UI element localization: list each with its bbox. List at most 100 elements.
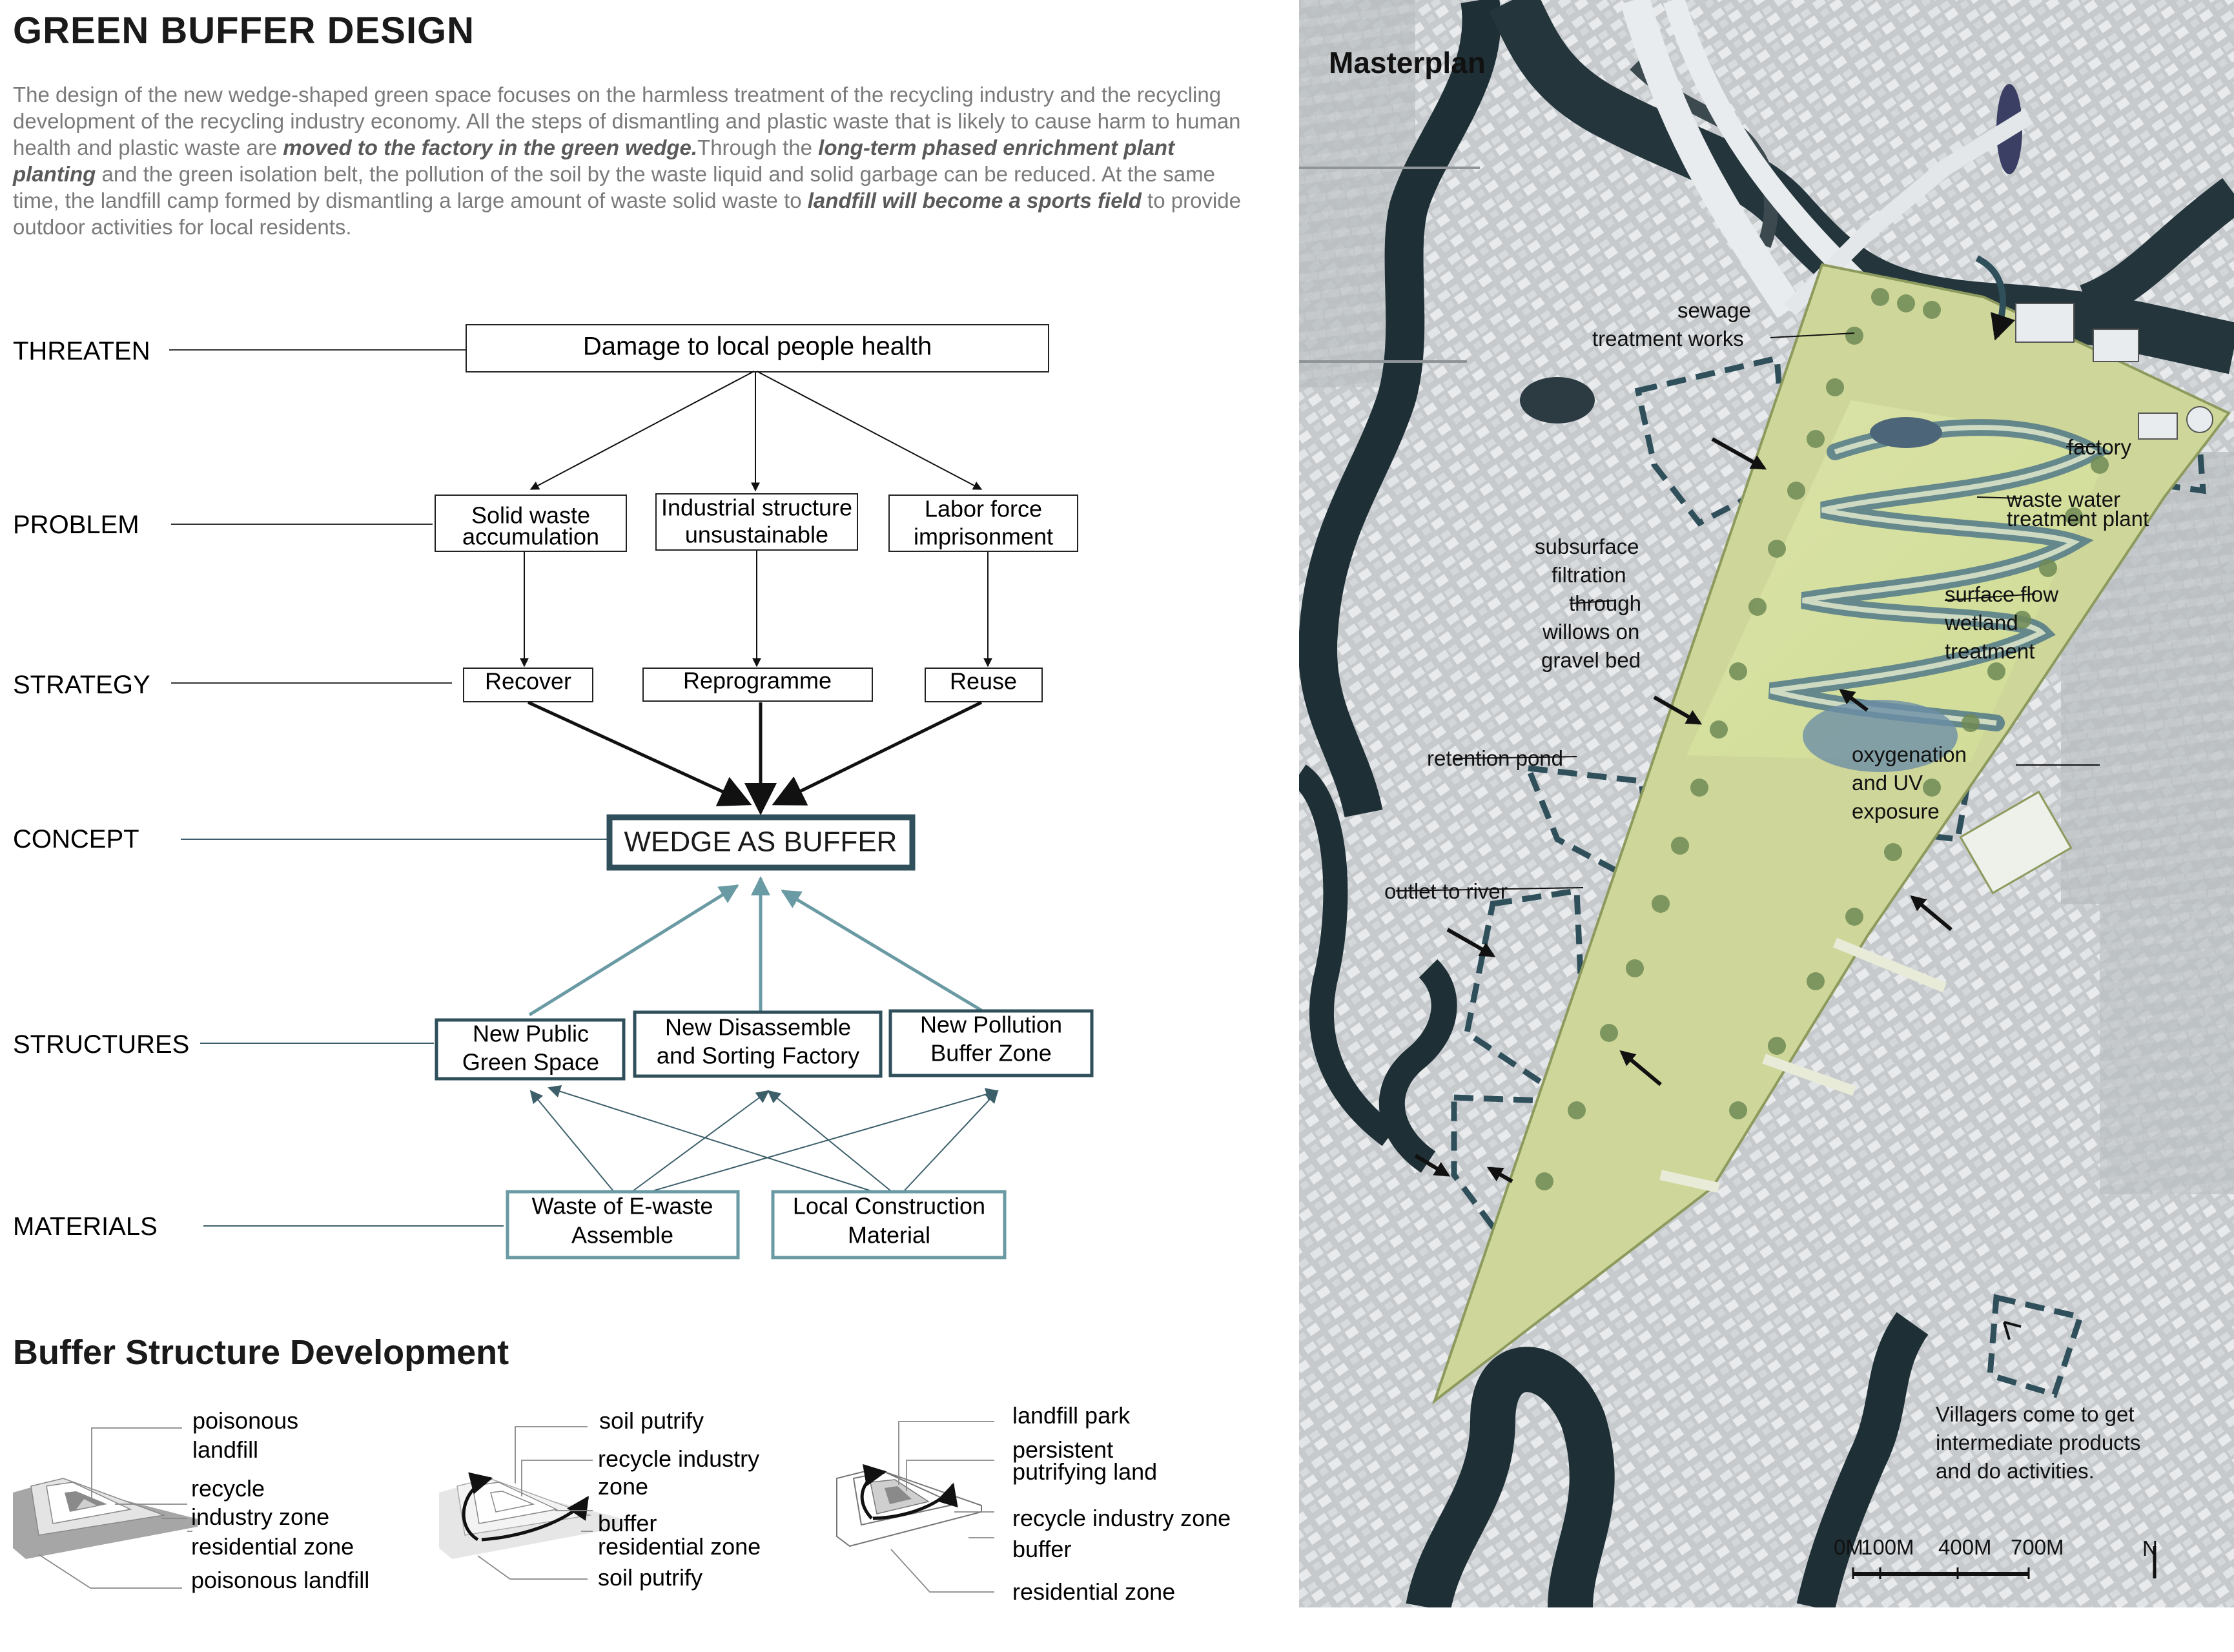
masterplan-map-drawing bbox=[1299, 0, 2234, 1607]
strategy-reuse: Reuse bbox=[950, 668, 1017, 695]
threat-arrows bbox=[529, 371, 983, 492]
d3-landfill-park: landfill park bbox=[1012, 1402, 1131, 1429]
concept-text: WEDGE AS BUFFER bbox=[624, 826, 897, 858]
buffer-diagram-1 bbox=[13, 1478, 198, 1559]
d1-recycle-line-1: recycle bbox=[191, 1475, 265, 1502]
masterplan-labels: sewage treatment works factory waste wat… bbox=[1384, 298, 2158, 1579]
material-2-line-1: Local Construction bbox=[793, 1193, 985, 1219]
flow-diagram: THREATEN PROBLEM STRATEGY CONCEPT STRUCT… bbox=[13, 324, 1231, 1605]
d2-buffer: buffer bbox=[598, 1510, 657, 1536]
label-surface-line-1: surface flow bbox=[1945, 582, 2058, 606]
d3-residential: residential zone bbox=[1012, 1578, 1175, 1605]
strategy-recover: Recover bbox=[485, 668, 571, 695]
structure-2-line-2: and Sorting Factory bbox=[657, 1043, 859, 1069]
intro-emphasis-1: moved to the factory in the green wedge. bbox=[283, 136, 698, 159]
label-retention-pond: retention pond bbox=[1427, 746, 1563, 770]
scale-label-400: 400M bbox=[1938, 1535, 1992, 1559]
threat-box bbox=[466, 324, 1049, 372]
label-oxygen-line-2: and UV bbox=[1852, 771, 1923, 795]
material-1-line-2: Assemble bbox=[571, 1222, 673, 1249]
structure-3-line-2: Buffer Zone bbox=[930, 1040, 1051, 1066]
scale-label-100: 100M bbox=[1861, 1535, 1914, 1559]
scale-label-700: 700M bbox=[2011, 1535, 2064, 1559]
d3-persistent-line-2: putrifying land bbox=[1012, 1458, 1157, 1485]
d2-soil-putrify-top: soil putrify bbox=[599, 1407, 704, 1434]
page-title: GREEN BUFFER DESIGN bbox=[13, 10, 475, 52]
intro-text-4: to provide outdoor activities for local … bbox=[13, 189, 1241, 239]
material-arrows bbox=[529, 1085, 999, 1192]
d3-persistent-line-1: persistent bbox=[1012, 1436, 1113, 1463]
row-label-problem: PROBLEM bbox=[13, 511, 139, 539]
page-bottom-margin bbox=[0, 1607, 2234, 1652]
d2-residential: residential zone bbox=[598, 1533, 761, 1560]
d1-poisonous-line-2: landfill bbox=[192, 1436, 258, 1463]
buffer-diagram-2-leaders bbox=[477, 1426, 593, 1580]
label-sewage-line-2: treatment works bbox=[1592, 327, 1744, 351]
d2-soil-putrify-bottom: soil putrify bbox=[598, 1564, 702, 1591]
buffer-section-title: Buffer Structure Development bbox=[13, 1333, 509, 1372]
d1-poisonous-landfill: poisonous landfill bbox=[191, 1567, 369, 1593]
d3-recycle: recycle industry zone bbox=[1012, 1505, 1231, 1531]
problem-1-line-2: accumulation bbox=[462, 524, 599, 550]
label-outlet-river: outlet to river bbox=[1384, 879, 1508, 903]
masterplan-map: Masterplan sewage treatment works factor… bbox=[1299, 0, 2234, 1607]
buffer-diagram-2 bbox=[439, 1472, 624, 1559]
strategy-arrows bbox=[527, 700, 983, 815]
label-sewage-line-1: sewage bbox=[1677, 298, 1751, 322]
material-1-line-1: Waste of E-waste bbox=[532, 1193, 713, 1219]
problem-2-line-1: Industrial structure bbox=[661, 495, 852, 521]
scale-label-0: 0M bbox=[1834, 1535, 1863, 1559]
structure-1-line-2: Green Space bbox=[462, 1049, 599, 1076]
problem-1-line-1: Solid waste bbox=[471, 502, 590, 529]
intro-text-1: The design of the new wedge-shaped green… bbox=[13, 83, 1241, 159]
threat-text: Damage to local people health bbox=[583, 332, 932, 361]
problem-box-3 bbox=[888, 495, 1078, 552]
buffer-diagram-1-leaders bbox=[38, 1427, 192, 1589]
strategy-box-recover bbox=[463, 668, 593, 702]
structure-3-line-1: New Pollution bbox=[920, 1012, 1062, 1038]
label-subsurface-line-4: willows on bbox=[1542, 620, 1639, 644]
concept-box bbox=[606, 814, 916, 871]
problem-3-line-1: Labor force bbox=[925, 496, 1042, 522]
problem-3-line-2: imprisonment bbox=[914, 524, 1053, 550]
label-villagers-line-2: intermediate products bbox=[1936, 1431, 2140, 1454]
d3-buffer: buffer bbox=[1012, 1536, 1071, 1562]
structure-1-line-1: New Public bbox=[473, 1021, 589, 1047]
problem-box-2 bbox=[655, 493, 858, 551]
row-label-concept: CONCEPT bbox=[13, 825, 139, 853]
label-factory: factory bbox=[2067, 435, 2132, 459]
material-box-construction bbox=[771, 1190, 1007, 1259]
strategy-reprogramme: Reprogramme bbox=[683, 668, 832, 694]
buffer-diagram-3-leaders bbox=[890, 1421, 994, 1593]
masterplan-title: Masterplan bbox=[1329, 46, 1486, 79]
row-leader-lines bbox=[169, 349, 607, 1227]
label-villagers-line-1: Villagers come to get bbox=[1936, 1402, 2135, 1426]
masterplan-access-arrows bbox=[1414, 437, 1952, 1183]
label-wastewater-line-2: treatment plant bbox=[2007, 507, 2149, 531]
label-villagers-line-3: and do activities. bbox=[1936, 1459, 2095, 1483]
intro-text-3: and the green isolation belt, the pollut… bbox=[13, 162, 1215, 212]
row-label-materials: MATERIALS bbox=[13, 1212, 158, 1241]
masterplan-tree-belts bbox=[1535, 288, 2109, 1190]
label-subsurface-line-3: through bbox=[1569, 591, 1641, 615]
label-surface-line-2: wetland bbox=[1944, 611, 2018, 635]
buffer-diagram-3 bbox=[836, 1463, 982, 1547]
strategy-box-reuse bbox=[925, 668, 1043, 702]
label-wastewater-line-1: waste water bbox=[2006, 487, 2120, 511]
intro-emphasis-3: landfill will become a sports field bbox=[807, 189, 1142, 212]
structure-box-green-space bbox=[435, 1018, 626, 1081]
masterplan-leader-lines bbox=[1395, 332, 2100, 892]
scale-bar bbox=[1852, 1567, 2030, 1579]
problem-box-1 bbox=[435, 495, 627, 552]
structure-box-pollution-buffer bbox=[888, 1009, 1094, 1077]
label-oxygen-line-1: oxygenation bbox=[1852, 742, 1967, 766]
structure-arrows bbox=[528, 876, 983, 1017]
d1-recycle-line-2: industry zone bbox=[191, 1504, 329, 1530]
label-surface-line-3: treatment bbox=[1945, 639, 2034, 663]
masterplan-wetland-highlights bbox=[1770, 425, 2099, 726]
row-label-structures: STRUCTURES bbox=[13, 1030, 189, 1059]
d2-recycle-line-2: zone bbox=[598, 1473, 648, 1500]
structure-2-line-1: New Disassemble bbox=[665, 1014, 851, 1041]
label-oxygen-line-3: exposure bbox=[1852, 799, 1940, 823]
label-subsurface-line-1: subsurface bbox=[1535, 535, 1639, 558]
